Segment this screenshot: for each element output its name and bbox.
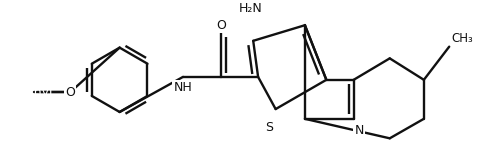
Text: NH: NH (173, 81, 192, 94)
Text: S: S (264, 121, 272, 134)
Text: H₂N: H₂N (238, 2, 262, 15)
Text: N: N (354, 124, 363, 137)
Text: CH₃: CH₃ (450, 32, 472, 45)
Text: O: O (65, 86, 75, 99)
Text: methyl: methyl (10, 86, 53, 99)
Text: O: O (216, 19, 226, 32)
